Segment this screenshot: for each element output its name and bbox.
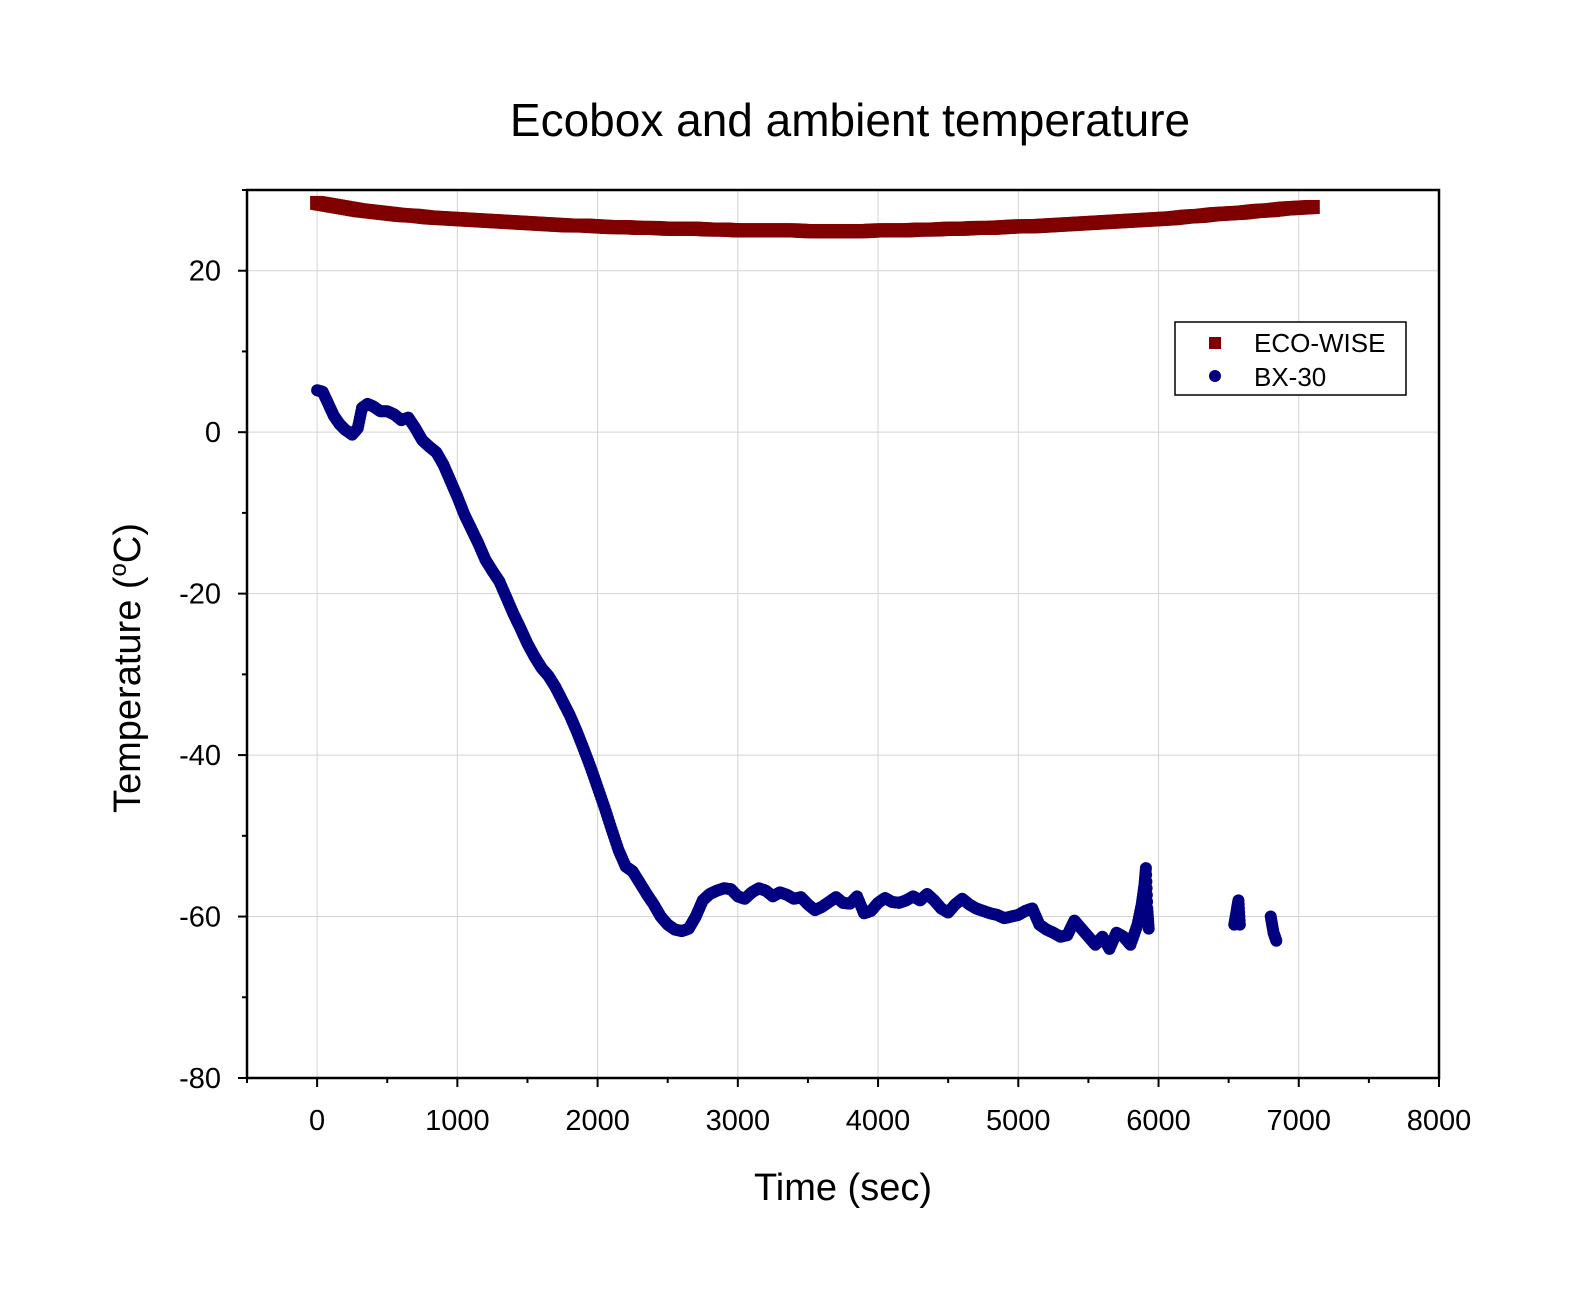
- data-point-bx-30: [1270, 934, 1283, 947]
- grid-lines: [247, 190, 1439, 1078]
- legend-marker-eco-wise: [1209, 337, 1221, 349]
- legend-label-bx-30: BX-30: [1254, 362, 1326, 392]
- x-tick-label: 0: [309, 1105, 325, 1137]
- x-tick-label: 2000: [565, 1105, 630, 1137]
- y-tick-label: -80: [179, 1063, 221, 1095]
- data-point-bx-30: [1142, 922, 1155, 935]
- y-tick-label: -20: [179, 579, 221, 611]
- x-tick-label: 5000: [986, 1105, 1051, 1137]
- y-axis-title-tail: C): [107, 523, 149, 563]
- y-tick-labels: -80 -60 -40 -20 0 20: [179, 256, 221, 1095]
- data-point-eco-wise: [1305, 199, 1320, 214]
- y-axis-title-main: Temperature (: [107, 576, 149, 813]
- x-tick-label: 3000: [706, 1105, 771, 1137]
- plot-frame: [245, 188, 1441, 1080]
- legend-label-eco-wise: ECO-WISE: [1254, 328, 1385, 358]
- data-point-bx-30: [1233, 918, 1246, 931]
- svg-text:Temperature (oC): Temperature (oC): [105, 523, 149, 813]
- x-axis-title: Time (sec): [754, 1167, 932, 1209]
- series-eco-wise: [310, 195, 1320, 239]
- y-axis-title-sup: o: [105, 563, 132, 576]
- x-tick-label: 1000: [425, 1105, 490, 1137]
- legend: ECO-WISE BX-30: [1174, 321, 1407, 396]
- series-bx-30: [311, 384, 1283, 955]
- data-series: [310, 195, 1320, 955]
- x-tick-label: 7000: [1267, 1105, 1332, 1137]
- y-tick-label: 20: [189, 256, 221, 288]
- y-tick-label: -60: [179, 902, 221, 934]
- x-tick-labels: 0 1000 2000 3000 4000 5000 6000 7000 8000: [309, 1105, 1471, 1137]
- legend-box: [1174, 321, 1407, 396]
- chart-title: Ecobox and ambient temperature: [510, 94, 1190, 146]
- y-tick-label: -40: [179, 740, 221, 772]
- y-axis-title: Temperature (oC): [105, 523, 149, 813]
- y-tick-label: 0: [205, 417, 221, 449]
- x-tick-label: 6000: [1126, 1105, 1191, 1137]
- x-tick-label: 8000: [1407, 1105, 1472, 1137]
- axis-ticks: [238, 189, 1440, 1087]
- legend-marker-bx-30: [1209, 370, 1221, 382]
- x-tick-label: 4000: [846, 1105, 911, 1137]
